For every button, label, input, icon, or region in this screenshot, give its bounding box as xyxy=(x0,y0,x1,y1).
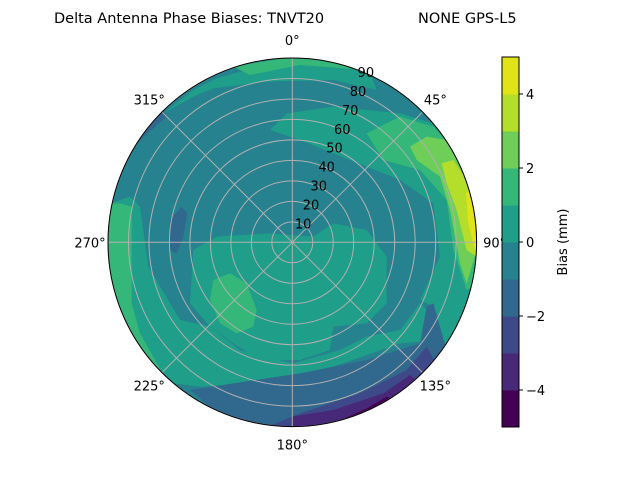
theta-tick-label: 315° xyxy=(134,93,165,108)
colorbar-band xyxy=(502,279,519,317)
theta-tick-label: 225° xyxy=(134,379,165,394)
colorbar-band xyxy=(502,242,519,280)
radial-tick-label: 30 xyxy=(311,180,328,195)
contour-region xyxy=(441,159,477,257)
colorbar-band xyxy=(502,205,519,243)
colorbar-band xyxy=(502,316,519,354)
colorbar: −4 −2 0 2 4 xyxy=(501,56,545,428)
chart-title-right: NONE GPS-L5 xyxy=(418,11,517,27)
colorbar-band xyxy=(502,131,519,169)
colorbar-tick-label: 4 xyxy=(526,88,534,103)
theta-tick-label: 90° xyxy=(483,236,506,251)
radial-tick-label: 10 xyxy=(295,217,312,232)
angular-gridline xyxy=(161,111,293,243)
colorbar-tick-label: −2 xyxy=(526,310,545,325)
contour-region xyxy=(163,58,377,114)
colorbar-band xyxy=(502,353,519,391)
contour-region xyxy=(107,196,437,387)
radial-tick-label: 80 xyxy=(350,85,367,100)
contour-region xyxy=(259,346,440,427)
theta-tick-label: 135° xyxy=(420,379,451,394)
radial-tick-label: 70 xyxy=(342,104,359,119)
radial-tick-label: 90 xyxy=(358,66,375,81)
colorbar-band xyxy=(502,168,519,206)
colorbar-label: Bias (mm) xyxy=(556,209,571,276)
angular-gridline xyxy=(291,241,423,373)
radial-tick-label: 40 xyxy=(318,161,335,176)
chart-title-left: Delta Antenna Phase Biases: TNVT20 xyxy=(54,11,324,27)
colorbar-tick-label: −4 xyxy=(526,384,545,399)
colorbar-band xyxy=(502,57,519,95)
colorbar-band xyxy=(502,390,519,428)
contour-region xyxy=(209,273,257,334)
angular-gridline xyxy=(291,111,423,243)
radial-tick-label: 60 xyxy=(334,123,351,138)
radial-tick-label: 50 xyxy=(326,142,343,157)
angular-gridline xyxy=(161,241,293,373)
contour-region xyxy=(107,203,162,372)
polar-grid xyxy=(107,57,478,428)
contour-region xyxy=(292,374,420,427)
contour-region xyxy=(169,206,188,254)
theta-tick-label: 45° xyxy=(424,93,447,108)
theta-tick-label: 0° xyxy=(285,34,300,49)
colorbar-band xyxy=(502,94,519,132)
colorbar-tick-label: 2 xyxy=(526,162,534,177)
theta-tick-label: 180° xyxy=(277,439,308,454)
polar-frame xyxy=(107,57,478,428)
theta-tick-label: 270° xyxy=(74,236,105,251)
radial-tick-label: 20 xyxy=(303,198,320,213)
colorbar-tick-label: 0 xyxy=(526,236,534,251)
